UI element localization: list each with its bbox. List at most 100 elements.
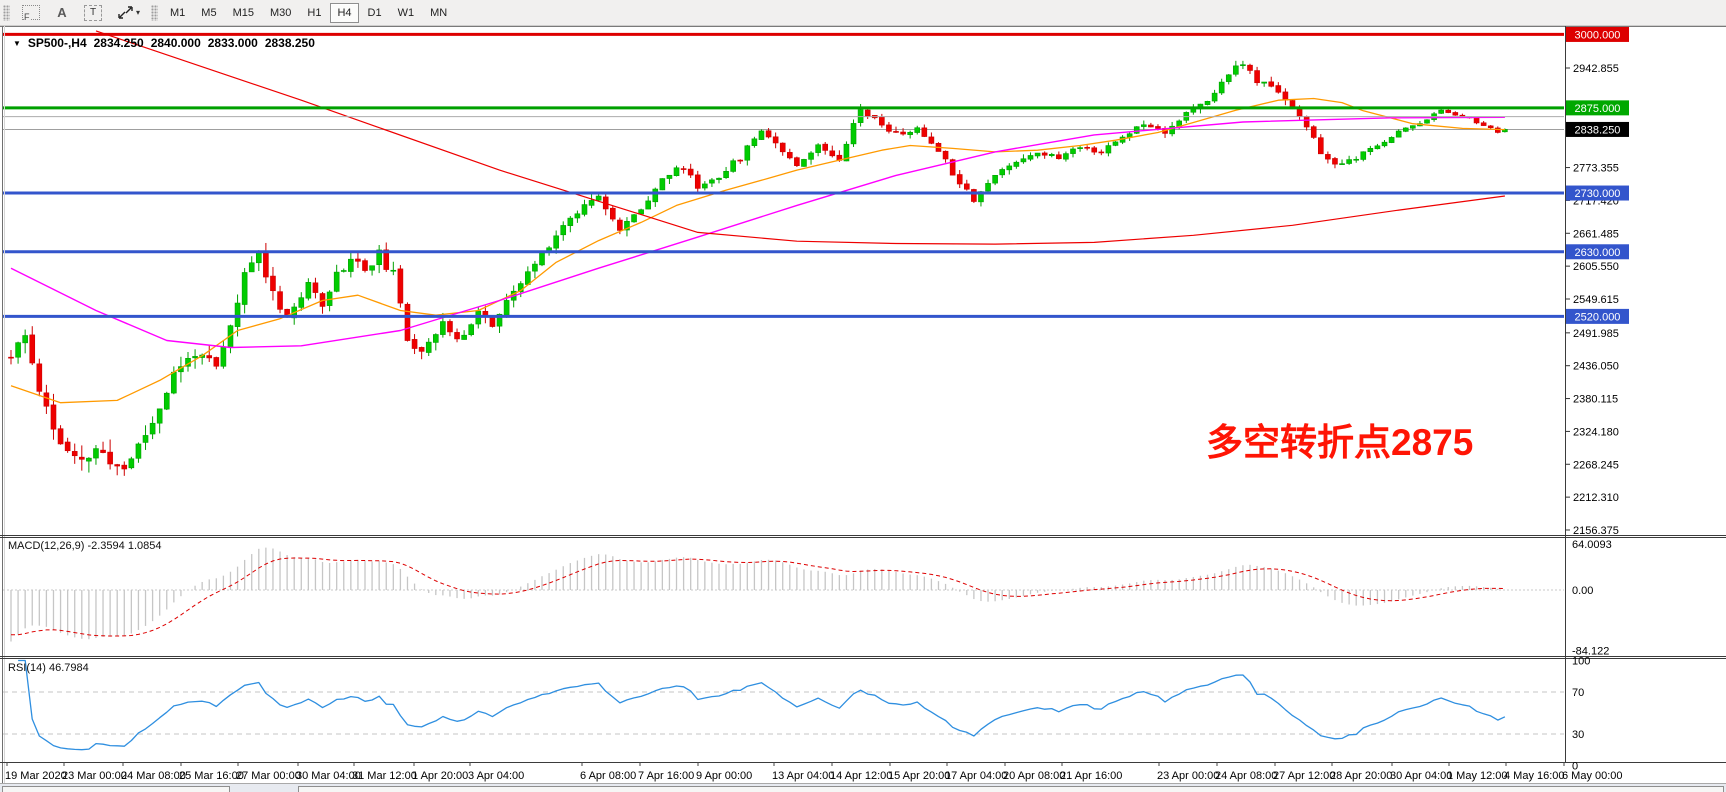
- ohlc-low: 2833.000: [207, 36, 258, 50]
- timeframe-button-m5[interactable]: M5: [194, 3, 223, 23]
- svg-text:31 Mar 12:00: 31 Mar 12:00: [352, 770, 417, 782]
- svg-text:2491.985: 2491.985: [1573, 328, 1619, 340]
- svg-text:9 Apr 00:00: 9 Apr 00:00: [696, 770, 752, 782]
- price-badge: [1566, 121, 1629, 137]
- svg-text:3 Apr 04:00: 3 Apr 04:00: [468, 770, 524, 782]
- rsi-line: [18, 659, 1506, 751]
- price-axis[interactable]: 2942.8552773.3552717.4202661.4852605.550…: [1565, 26, 1629, 537]
- text-box-icon: T: [84, 4, 102, 21]
- svg-text:2942.855: 2942.855: [1573, 63, 1619, 75]
- svg-text:30 Mar 04:00: 30 Mar 04:00: [296, 770, 361, 782]
- ohlc-open: 2834.250: [93, 36, 144, 50]
- status-segment[interactable]: [2, 786, 230, 792]
- timeframe-button-m1[interactable]: M1: [163, 3, 192, 23]
- price-badge: [1566, 100, 1629, 116]
- svg-text:2875.000: 2875.000: [1575, 103, 1621, 115]
- symbol-ohlc-row[interactable]: ▼ SP500-,H4 2834.250 2840.000 2833.000 2…: [13, 36, 315, 50]
- svg-text:2630.000: 2630.000: [1575, 247, 1621, 259]
- svg-text:4 May 16:00: 4 May 16:00: [1504, 770, 1565, 782]
- svg-text:24 Apr 08:00: 24 Apr 08:00: [1215, 770, 1277, 782]
- svg-text:3000.000: 3000.000: [1575, 29, 1621, 41]
- toolbar-grip[interactable]: [3, 4, 10, 21]
- svg-text:1 May 12:00: 1 May 12:00: [1447, 770, 1508, 782]
- text-box-button[interactable]: T: [77, 3, 109, 23]
- draw-arrows-icon: [118, 6, 133, 19]
- macd-indicator-label: MACD(12,26,9) -2.3594 1.0854: [8, 540, 162, 552]
- svg-text:19 Mar 2020: 19 Mar 2020: [5, 770, 67, 782]
- macd-axis: 64.0093 0.00 -84.122: [1572, 539, 1612, 657]
- svg-text:2380.115: 2380.115: [1573, 394, 1618, 406]
- timeframe-button-m30[interactable]: M30: [263, 3, 298, 23]
- svg-text:64.0093: 64.0093: [1572, 539, 1612, 551]
- svg-text:24 Mar 08:00: 24 Mar 08:00: [121, 770, 186, 782]
- svg-text:0.00: 0.00: [1572, 585, 1593, 597]
- text-label-icon: A: [57, 5, 67, 20]
- svg-text:27 Apr 12:00: 27 Apr 12:00: [1273, 770, 1335, 782]
- svg-text:2730.000: 2730.000: [1575, 188, 1621, 200]
- svg-text:27 Mar 00:00: 27 Mar 00:00: [236, 770, 301, 782]
- svg-text:6 May 00:00: 6 May 00:00: [1562, 770, 1623, 782]
- ohlc-high: 2840.000: [150, 36, 201, 50]
- symbol-title: SP500-,H4: [27, 36, 87, 50]
- ma-slow-red: [95, 30, 1505, 245]
- rsi-indicator-label: RSI(14) 46.7984: [8, 662, 89, 674]
- svg-text:30: 30: [1572, 729, 1584, 741]
- toolbar: F A T ▾ M1 M5 M15 M30 H1 H4 D1 W1 MN: [0, 0, 1726, 26]
- timeframe-button-h1[interactable]: H1: [300, 3, 328, 23]
- svg-text:25 Mar 16:00: 25 Mar 16:00: [179, 770, 244, 782]
- svg-text:2549.615: 2549.615: [1573, 294, 1619, 306]
- svg-text:21 Apr 16:00: 21 Apr 16:00: [1060, 770, 1122, 782]
- chart-annotation-text: 多空转折点2875: [1206, 422, 1474, 463]
- svg-text:2661.485: 2661.485: [1573, 228, 1619, 240]
- indicator-frame-button[interactable]: F: [15, 3, 47, 23]
- svg-text:2268.245: 2268.245: [1573, 459, 1619, 471]
- svg-text:20 Apr 08:00: 20 Apr 08:00: [1003, 770, 1065, 782]
- svg-text:2773.355: 2773.355: [1573, 163, 1619, 175]
- price-badge: [1566, 185, 1629, 201]
- macd-signal-line: [11, 557, 1505, 637]
- rsi-axis: 100 70 30 0: [1572, 656, 1590, 773]
- svg-text:6 Apr 08:00: 6 Apr 08:00: [580, 770, 636, 782]
- timeframe-button-m15[interactable]: M15: [226, 3, 261, 23]
- text-label-button[interactable]: A: [49, 3, 75, 23]
- timeframe-button-mn[interactable]: MN: [423, 3, 454, 23]
- svg-text:2324.180: 2324.180: [1573, 426, 1619, 438]
- svg-text:14 Apr 12:00: 14 Apr 12:00: [830, 770, 892, 782]
- frame-f-glyph: F: [24, 12, 30, 22]
- svg-text:1 Apr 20:00: 1 Apr 20:00: [412, 770, 468, 782]
- ohlc-close: 2838.250: [264, 36, 315, 50]
- frame-icon: F: [22, 5, 40, 22]
- draw-tools-button[interactable]: ▾: [111, 3, 147, 23]
- svg-text:2838.250: 2838.250: [1575, 124, 1621, 136]
- svg-text:2436.050: 2436.050: [1573, 361, 1619, 373]
- svg-text:23 Apr 00:00: 23 Apr 00:00: [1157, 770, 1219, 782]
- timeframe-toolbar-grip[interactable]: [151, 4, 159, 21]
- svg-text:-84.122: -84.122: [1572, 645, 1609, 657]
- price-badge: [1566, 26, 1629, 42]
- svg-text:2520.000: 2520.000: [1575, 311, 1621, 323]
- rsi-pane: [3, 659, 1564, 751]
- svg-text:28 Apr 20:00: 28 Apr 20:00: [1330, 770, 1392, 782]
- main-price-pane: [3, 30, 1564, 476]
- timeframe-button-w1[interactable]: W1: [391, 3, 422, 23]
- timeframe-group: M1 M5 M15 M30 H1 H4 D1 W1 MN: [162, 2, 455, 23]
- svg-text:13 Apr 04:00: 13 Apr 04:00: [772, 770, 834, 782]
- timeframe-button-d1[interactable]: D1: [361, 3, 389, 23]
- svg-text:23 Mar 00:00: 23 Mar 00:00: [62, 770, 127, 782]
- svg-text:7 Apr 16:00: 7 Apr 16:00: [638, 770, 694, 782]
- chevron-down-icon[interactable]: ▼: [13, 38, 21, 48]
- chevron-down-icon: ▾: [136, 8, 141, 17]
- status-bar: [0, 783, 1726, 792]
- status-segment[interactable]: [298, 786, 1724, 792]
- svg-text:0: 0: [1572, 761, 1578, 773]
- svg-text:2212.310: 2212.310: [1573, 492, 1619, 504]
- price-badge: [1566, 244, 1629, 260]
- svg-text:17 Apr 04:00: 17 Apr 04:00: [945, 770, 1007, 782]
- timeframe-button-h4[interactable]: H4: [330, 2, 359, 23]
- svg-text:2156.375: 2156.375: [1573, 525, 1619, 537]
- svg-text:70: 70: [1572, 687, 1584, 699]
- svg-text:15 Apr 20:00: 15 Apr 20:00: [888, 770, 950, 782]
